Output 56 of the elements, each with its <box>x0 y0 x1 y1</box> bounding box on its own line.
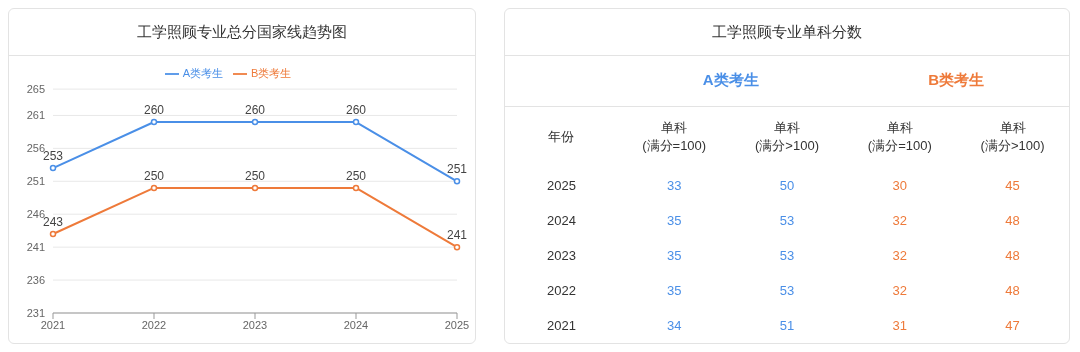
y-tick-label: 246 <box>26 208 45 221</box>
y-tick-label: 2024 <box>545 212 577 230</box>
data-label: 35 <box>665 282 683 300</box>
chart-title: 工学照顾专业总分国家线趋势图 <box>9 9 475 56</box>
data-label: 48 <box>1004 212 1021 230</box>
data-label: 250 <box>244 168 266 183</box>
y-tick-label: 261 <box>26 109 45 122</box>
y-tick-label: 231 <box>26 306 45 319</box>
data-label: 32 <box>891 247 908 265</box>
data-label: 53 <box>778 247 796 265</box>
x-tick-label: 2024 <box>343 318 369 331</box>
x-tick-label: 单科 (满分>100) <box>754 119 820 156</box>
y-tick-label: 256 <box>26 142 45 155</box>
y-tick-label: 2022 <box>545 282 577 300</box>
y-tick-label: 251 <box>26 175 45 188</box>
text: A类考生 <box>701 70 760 91</box>
x-tick-label: 单科 (满分>100) <box>979 119 1046 156</box>
y-tick-label: 265 <box>26 83 45 95</box>
data-label: 34 <box>665 317 683 335</box>
data-label: 32 <box>891 212 908 230</box>
y-tick-label: 236 <box>26 273 45 286</box>
y-tick-label: 2023 <box>545 247 577 265</box>
data-label: 51 <box>778 317 796 335</box>
x-tick-label: 2022 <box>141 318 167 331</box>
data-label: 30 <box>891 177 908 195</box>
data-label: 260 <box>143 103 165 118</box>
chart-title: 工学照顾专业单科分数 <box>505 9 1069 56</box>
data-label: 48 <box>1004 247 1021 265</box>
data-label: 251 <box>446 162 468 177</box>
x-tick-label: 2021 <box>40 318 66 331</box>
y-axis-title: 年份 <box>547 128 576 147</box>
data-label: 45 <box>1004 177 1021 195</box>
data-label: 32 <box>891 282 908 300</box>
data-label: 260 <box>244 103 266 118</box>
x-tick-label: 2023 <box>242 318 268 331</box>
x-tick-label: 2025 <box>444 318 470 331</box>
x-tick-label: 单科 (满分=100) <box>641 119 708 156</box>
data-label: 33 <box>665 177 683 195</box>
data-label: 250 <box>143 168 165 183</box>
legend-label: A类考生 <box>182 67 223 79</box>
data-label: 47 <box>1004 317 1021 335</box>
y-tick-label: 2025 <box>545 177 577 195</box>
data-label: 48 <box>1004 282 1021 300</box>
data-label: 35 <box>665 247 683 265</box>
x-tick-label: 单科 (满分=100) <box>866 119 933 156</box>
legend-label: B类考生 <box>251 67 292 79</box>
text: B类考生 <box>927 70 986 91</box>
data-label: 35 <box>665 212 683 230</box>
data-label: 260 <box>345 103 367 118</box>
data-label: 53 <box>778 212 796 230</box>
data-label: 241 <box>446 228 468 243</box>
data-label: 250 <box>345 168 367 183</box>
data-label: 50 <box>778 177 796 195</box>
y-tick-label: 241 <box>26 241 45 254</box>
data-label: 31 <box>891 317 908 335</box>
data-label: 53 <box>778 282 796 300</box>
